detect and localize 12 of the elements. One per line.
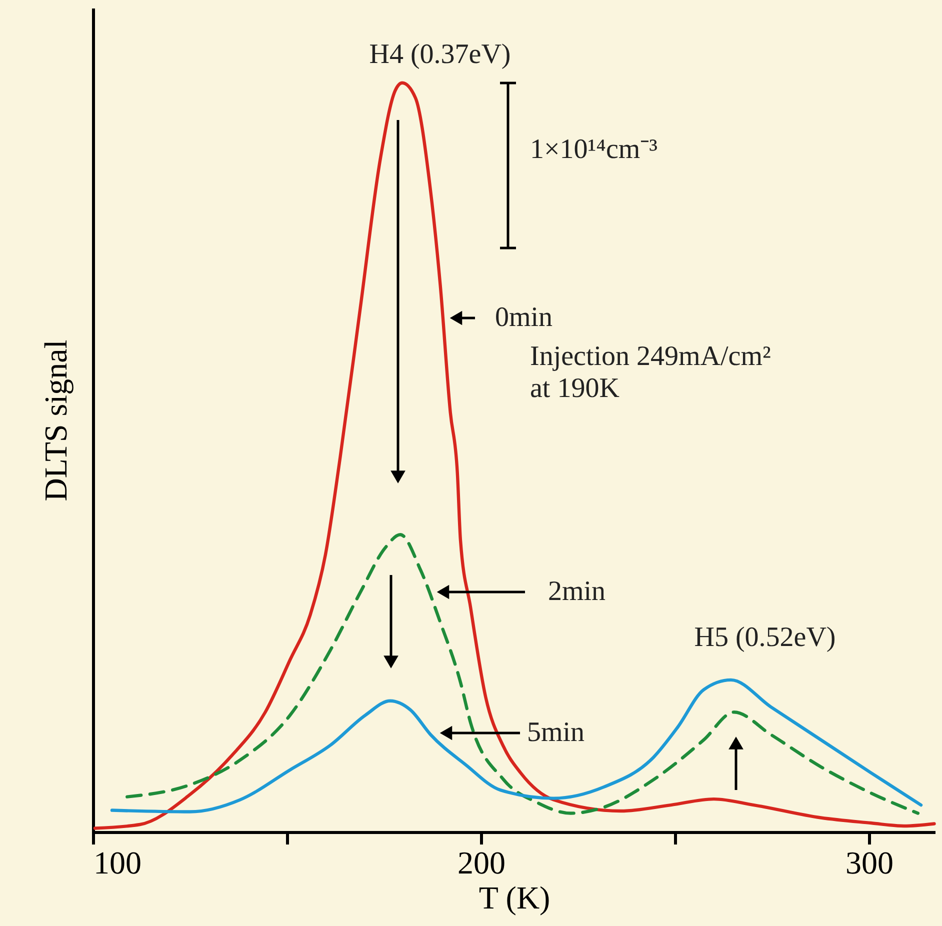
annotation: 2min xyxy=(548,576,606,607)
annotation: 5min xyxy=(527,717,585,748)
x-tick-label: 300 xyxy=(846,844,894,880)
x-tick-label: 100 xyxy=(94,844,142,880)
annotation: Injection 249mA/cm² at 190K xyxy=(530,341,771,404)
annotation: 0min xyxy=(495,302,553,333)
text: H4 (0.37eV) xyxy=(369,39,511,70)
x-axis-title: T (K) xyxy=(478,880,550,916)
annotation: H5 (0.52eV) xyxy=(694,622,836,653)
y-axis-title: DLTS signal xyxy=(38,340,74,502)
annotation: 1×10¹⁴cm⁻³ xyxy=(530,134,658,165)
x-tick-label: 200 xyxy=(458,844,506,880)
